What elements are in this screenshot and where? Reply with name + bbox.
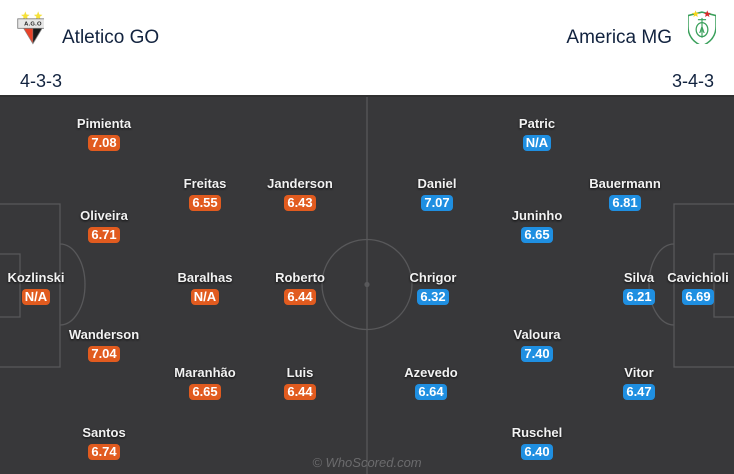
svg-text:A.G.O: A.G.O [24,22,42,28]
svg-text:A: A [699,26,705,35]
